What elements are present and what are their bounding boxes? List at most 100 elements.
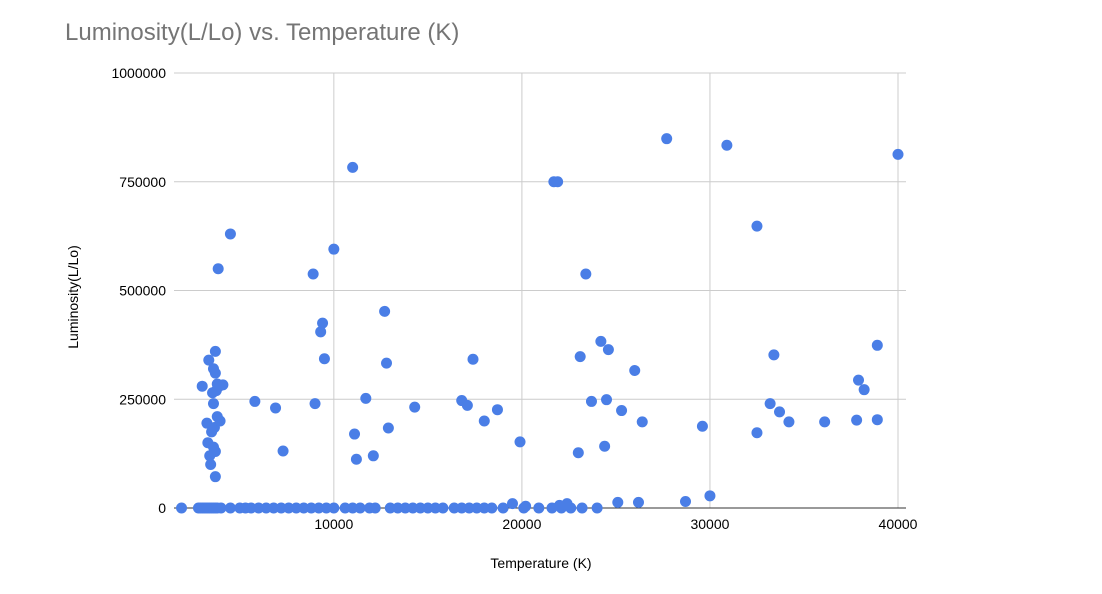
data-point <box>533 502 545 514</box>
data-point <box>224 228 236 240</box>
data-point <box>203 354 215 366</box>
x-tick-label: 40000 <box>879 516 918 532</box>
x-tick-label: 10000 <box>314 516 353 532</box>
data-point <box>277 445 289 457</box>
data-point <box>307 268 319 280</box>
data-point <box>379 305 391 317</box>
data-point <box>467 353 479 365</box>
data-point <box>367 450 379 462</box>
grid <box>174 72 906 508</box>
data-point <box>214 415 226 427</box>
data-point <box>328 502 340 514</box>
y-tick-label: 750000 <box>119 174 166 190</box>
data-point <box>309 398 321 410</box>
data-point <box>585 395 597 407</box>
data-point <box>215 502 227 514</box>
data-point <box>318 353 330 365</box>
data-point <box>422 502 434 514</box>
data-point <box>305 502 317 514</box>
data-point <box>392 502 404 514</box>
data-point <box>783 416 795 428</box>
data-point <box>616 405 628 417</box>
data-point <box>751 220 763 232</box>
data-point <box>552 176 564 188</box>
data-point <box>209 367 221 379</box>
data-point <box>602 344 614 356</box>
data-point <box>853 374 865 386</box>
data-point <box>497 502 509 514</box>
data-point <box>612 496 624 508</box>
data-point <box>601 394 613 406</box>
data-point <box>290 502 302 514</box>
data-point <box>456 502 468 514</box>
data-point <box>461 399 473 411</box>
x-tick-label: 30000 <box>690 516 729 532</box>
data-point <box>721 139 733 151</box>
data-point <box>275 502 287 514</box>
data-point <box>871 414 883 426</box>
axes: 0 250000 500000 750000 1000000 10000 20000 3000… <box>111 65 917 532</box>
data-point <box>207 398 219 410</box>
data-point <box>382 422 394 434</box>
y-axis-title: Luminosity(L/Lo) <box>65 245 81 349</box>
data-point <box>349 428 361 440</box>
data-point <box>196 380 208 392</box>
chart-title: Luminosity(L/Lo) vs. Temperature (K) <box>65 19 459 46</box>
data-point <box>437 502 449 514</box>
data-point <box>209 445 221 457</box>
x-axis-title: Temperature (K) <box>490 555 591 571</box>
data-point <box>463 502 475 514</box>
data-point <box>260 502 272 514</box>
data-point <box>892 148 904 160</box>
data-point <box>414 502 426 514</box>
data-point <box>209 345 221 357</box>
data-point <box>491 404 503 416</box>
data-point <box>595 335 607 347</box>
data-point <box>399 502 411 514</box>
data-point <box>471 502 483 514</box>
data-point <box>680 495 692 507</box>
data-point <box>520 500 532 512</box>
data-point <box>253 502 265 514</box>
x-tick-label: 20000 <box>502 516 541 532</box>
data-point <box>572 447 584 459</box>
data-point <box>407 502 419 514</box>
data-point <box>429 502 441 514</box>
data-point <box>514 436 526 448</box>
data-point <box>409 401 421 413</box>
data-point <box>380 357 392 369</box>
y-tick-label: 1000000 <box>111 65 166 81</box>
data-point <box>751 427 763 439</box>
data-point <box>574 351 586 363</box>
data-point <box>580 268 592 280</box>
data-point <box>283 502 295 514</box>
data-point <box>317 317 329 329</box>
data-point <box>245 502 257 514</box>
data-point <box>478 502 490 514</box>
data-point <box>591 502 603 514</box>
data-point <box>768 349 780 361</box>
data-point <box>599 440 611 452</box>
data-point <box>561 498 573 510</box>
data-point <box>478 415 490 427</box>
data-point <box>354 502 366 514</box>
data-point <box>205 459 217 470</box>
data-point <box>270 402 282 414</box>
data-point <box>858 384 870 396</box>
data-point <box>217 379 229 391</box>
data-point <box>224 502 236 514</box>
data-points <box>176 133 904 514</box>
data-point <box>298 502 310 514</box>
data-point <box>576 502 588 514</box>
data-point <box>328 243 340 255</box>
data-point <box>212 263 224 275</box>
data-point <box>819 416 831 428</box>
data-point <box>339 502 351 514</box>
data-point <box>209 471 221 483</box>
y-tick-label: 0 <box>158 500 166 516</box>
data-point <box>313 502 325 514</box>
data-point <box>774 406 786 418</box>
data-point <box>268 502 280 514</box>
